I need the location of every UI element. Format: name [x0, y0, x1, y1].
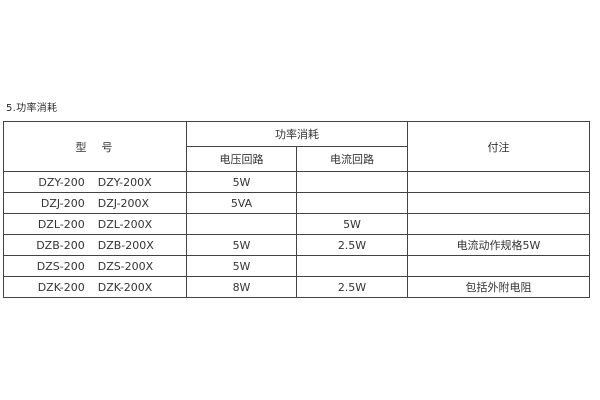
- voltage-circuit-cell: 8W: [186, 276, 297, 298]
- section-title: 5.功率消耗: [6, 103, 58, 114]
- model-cell: DZK-200 DZK-200X: [3, 276, 187, 298]
- table-row-dzs: DZS-200 DZS-200X 5W: [3, 255, 590, 277]
- model-cell: DZB-200 DZB-200X: [3, 234, 187, 256]
- model-cell: DZS-200 DZS-200X: [3, 255, 187, 277]
- current-circuit-cell: 2.5W: [296, 276, 408, 298]
- note-cell: [407, 171, 590, 193]
- model-cell: DZL-200 DZL-200X: [3, 213, 187, 235]
- voltage-circuit-cell: 5VA: [186, 192, 297, 214]
- note-cell: 电流动作规格5W: [407, 234, 590, 256]
- note-cell: [407, 255, 590, 277]
- voltage-circuit-cell: 5W: [186, 171, 297, 193]
- header-current-circuit: 电流回路: [296, 146, 408, 172]
- model-name-left: DZJ-200: [40, 196, 85, 210]
- model-cell: DZY-200 DZY-200X: [3, 171, 187, 193]
- model-cell: DZJ-200 DZJ-200X: [3, 192, 187, 214]
- current-circuit-cell: 2.5W: [296, 234, 408, 256]
- header-voltage-circuit: 电压回路: [186, 146, 297, 172]
- voltage-circuit-cell: 5W: [186, 255, 297, 277]
- model-name-left: DZS-200: [36, 259, 85, 273]
- table-row-dzl: DZL-200 DZL-200X 5W: [3, 213, 590, 235]
- voltage-circuit-cell: [186, 213, 297, 235]
- current-circuit-cell: 5W: [296, 213, 408, 235]
- model-name-right: DZS-200X: [97, 259, 154, 273]
- model-name-left: DZY-200: [38, 175, 85, 189]
- header-notes: 付注: [407, 121, 590, 172]
- model-name-left: DZK-200: [37, 280, 85, 294]
- table-row-dzb: DZB-200 DZB-200X 5W 2.5W 电流动作规格5W: [3, 234, 590, 256]
- note-cell: 包括外附电阻: [407, 276, 590, 298]
- current-circuit-cell: [296, 255, 408, 277]
- table-row-dzy: DZY-200 DZY-200X 5W: [3, 171, 590, 193]
- model-name-right: DZJ-200X: [97, 196, 150, 210]
- voltage-circuit-cell: 5W: [186, 234, 297, 256]
- model-name-right: DZB-200X: [97, 238, 154, 252]
- current-circuit-cell: [296, 192, 408, 214]
- model-name-right: DZK-200X: [97, 280, 153, 294]
- model-name-right: DZY-200X: [97, 175, 152, 189]
- header-row-top: 型 号 功率消耗 付注: [3, 121, 590, 172]
- header-model: 型 号: [3, 121, 187, 172]
- table-header: 型 号 功率消耗 付注 电压回路 电流回路: [3, 121, 590, 172]
- power-consumption-table: 型 号 功率消耗 付注 电压回路 电流回路 DZY-200 DZY-200X 5W…: [3, 121, 590, 298]
- table-body: DZY-200 DZY-200X 5W DZJ-200 DZJ-200X 5VA D…: [3, 171, 590, 298]
- table-row-dzk: DZK-200 DZK-200X 8W 2.5W 包括外附电阻: [3, 276, 590, 298]
- table-row-dzj: DZJ-200 DZJ-200X 5VA: [3, 192, 590, 214]
- header-power-consumption: 功率消耗: [186, 121, 408, 147]
- current-circuit-cell: [296, 171, 408, 193]
- header-row-sub: 电压回路 电流回路: [4, 146, 590, 172]
- model-name-left: DZL-200: [37, 217, 85, 231]
- note-cell: [407, 192, 590, 214]
- model-name-left: DZB-200: [36, 238, 85, 252]
- note-cell: [407, 213, 590, 235]
- model-name-right: DZL-200X: [97, 217, 153, 231]
